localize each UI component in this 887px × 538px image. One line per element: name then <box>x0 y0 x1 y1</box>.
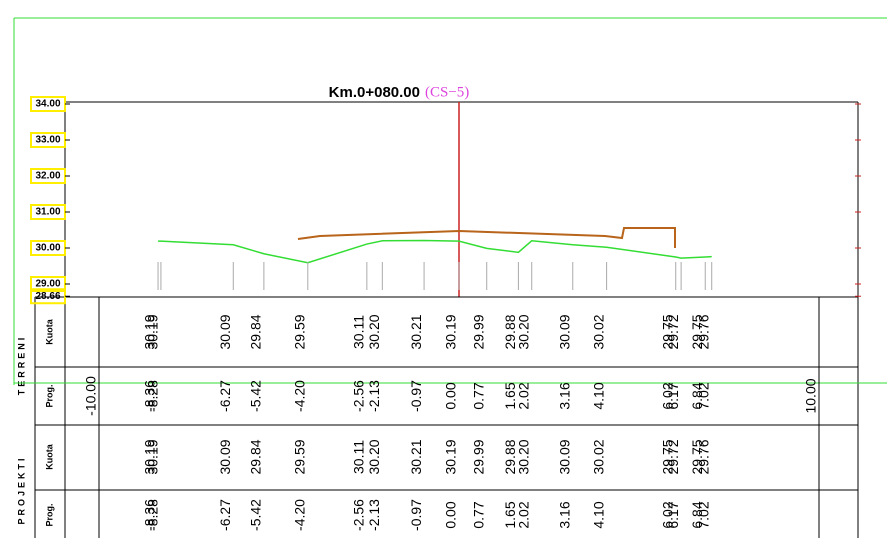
row-label: Prog. <box>44 384 54 407</box>
prog-label: -6.27 <box>217 380 233 412</box>
kuota-label: 29.72 <box>665 439 681 474</box>
prog-label: -5.42 <box>248 380 264 412</box>
prog-label: 6.17 <box>665 501 681 528</box>
prog-label: 1.65 <box>502 382 518 409</box>
prog-label: 7.02 <box>695 382 711 409</box>
prog-label: -6.27 <box>217 499 233 531</box>
prog-label: -0.97 <box>408 380 424 412</box>
kuota-label: 29.76 <box>695 314 711 349</box>
prog-label: 6.02 <box>659 501 675 528</box>
kuota-label: 30.09 <box>217 439 233 474</box>
prog-label: -8.36 <box>142 380 158 412</box>
kuota-label: 30.02 <box>590 314 606 349</box>
prog-label: 2.02 <box>515 501 531 528</box>
kuota-label: 29.99 <box>470 439 486 474</box>
kuota-label: 29.75 <box>689 439 705 474</box>
kuota-label: 30.20 <box>366 439 382 474</box>
axis-label: 31.00 <box>35 207 60 218</box>
prog-label: -8.28 <box>145 499 161 531</box>
row-label: Kuota <box>44 318 54 344</box>
kuota-label: 29.99 <box>470 314 486 349</box>
kuota-label: 29.72 <box>665 314 681 349</box>
table-grid <box>34 296 859 538</box>
prog-label: 6.84 <box>689 501 705 528</box>
kuota-label: 30.02 <box>590 439 606 474</box>
prog-label: -5.42 <box>248 499 264 531</box>
prog-label: 0.00 <box>443 382 459 409</box>
prog-label: 0.77 <box>470 382 486 409</box>
prog-label: 3.16 <box>556 501 572 528</box>
kuota-label: 29.75 <box>659 314 675 349</box>
kuota-label: 30.11 <box>351 315 367 349</box>
kuota-label: 29.59 <box>292 439 308 474</box>
prog-label: -2.56 <box>351 499 367 531</box>
axis-label: 29.00 <box>35 279 60 290</box>
prog-label: 4.10 <box>590 382 606 409</box>
axis-label: 33.00 <box>35 135 60 146</box>
prog-label: 6.17 <box>665 382 681 409</box>
prog-label: 10.00 <box>803 378 819 413</box>
kuota-label: 30.19 <box>443 439 459 474</box>
prog-label: -8.28 <box>145 380 161 412</box>
group-label: TERRENI <box>16 335 26 396</box>
group-label: PROJEKTI <box>16 455 26 524</box>
kuota-label: 30.19 <box>145 314 161 349</box>
kuota-label: 30.19 <box>142 314 158 349</box>
axis-label: 32.00 <box>35 171 60 182</box>
prog-label: -10.00 <box>83 376 99 416</box>
kuota-label: 29.84 <box>248 314 264 349</box>
kuota-label: 30.09 <box>556 314 572 349</box>
subtitle: (CS−5) <box>425 84 469 100</box>
prog-label: 1.65 <box>502 501 518 528</box>
kuota-label: 30.21 <box>408 439 424 474</box>
prog-label: 6.02 <box>659 382 675 409</box>
title: Km.0+080.00 <box>329 84 420 101</box>
row-label: Kuota <box>44 443 54 469</box>
prog-label: 2.02 <box>515 382 531 409</box>
prog-label: -4.20 <box>292 380 308 412</box>
kuota-label: 30.09 <box>556 439 572 474</box>
prog-label: -2.13 <box>366 499 382 531</box>
kuota-label: 30.20 <box>515 314 531 349</box>
terrain-line <box>158 239 712 264</box>
kuota-label: 29.84 <box>248 439 264 474</box>
kuota-label: 30.20 <box>515 439 531 474</box>
kuota-label: 29.88 <box>502 439 518 474</box>
axis-label: 28.66 <box>35 291 60 302</box>
prog-label: -0.97 <box>408 499 424 531</box>
prog-label: 7.02 <box>695 501 711 528</box>
prog-label: 0.00 <box>443 501 459 528</box>
kuota-label: 30.11 <box>351 440 367 474</box>
kuota-label: 29.75 <box>659 439 675 474</box>
kuota-label: 29.75 <box>689 314 705 349</box>
kuota-label: 30.21 <box>408 314 424 349</box>
kuota-label: 30.20 <box>366 314 382 349</box>
prog-label: -2.13 <box>366 380 382 412</box>
prog-label: -8.36 <box>142 499 158 531</box>
kuota-label: 30.09 <box>217 314 233 349</box>
project-line <box>297 227 676 248</box>
axis-label: 30.00 <box>35 243 60 254</box>
axis-label: 34.00 <box>35 99 60 110</box>
prog-label: -4.20 <box>292 499 308 531</box>
kuota-label: 29.59 <box>292 314 308 349</box>
prog-label: 4.10 <box>590 501 606 528</box>
kuota-label: 30.19 <box>145 439 161 474</box>
prog-label: -2.56 <box>351 380 367 412</box>
row-label: Prog. <box>44 503 54 526</box>
kuota-label: 29.88 <box>502 314 518 349</box>
prog-label: 3.16 <box>556 382 572 409</box>
prog-label: 0.77 <box>470 501 486 528</box>
kuota-label: 29.76 <box>695 439 711 474</box>
prog-label: 6.84 <box>689 382 705 409</box>
kuota-label: 30.19 <box>443 314 459 349</box>
kuota-label: 30.19 <box>142 439 158 474</box>
